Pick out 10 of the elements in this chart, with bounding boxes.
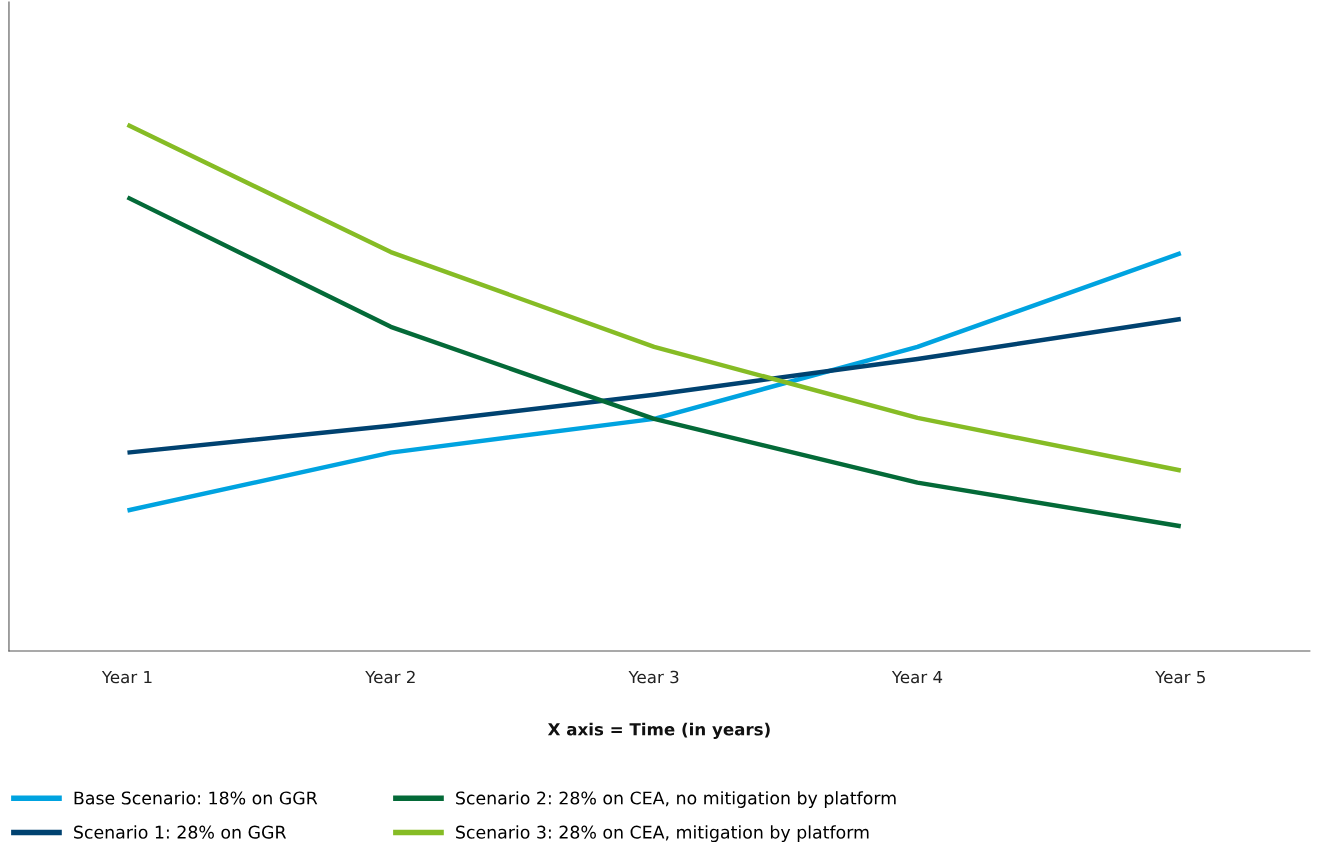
legend-label: Scenario 1: 28% on GGR [74,825,287,839]
x-tick-label: Year 2 [365,670,415,684]
x-tick-label: Year 3 [628,670,679,684]
legend-label: Base Scenario: 18% on GGR [74,791,318,805]
x-tick-label: Year 4 [891,670,943,684]
x-axis-title: X axis = Time (in years) [547,722,770,739]
x-tick-label: Year 5 [1155,670,1205,684]
x-tick-label: Year 1 [101,670,152,684]
legend-label: Scenario 3: 28% on CEA, mitigation by platform [456,825,869,843]
legend-label: Scenario 2: 28% on CEA, no mitigation by platform [456,791,896,808]
